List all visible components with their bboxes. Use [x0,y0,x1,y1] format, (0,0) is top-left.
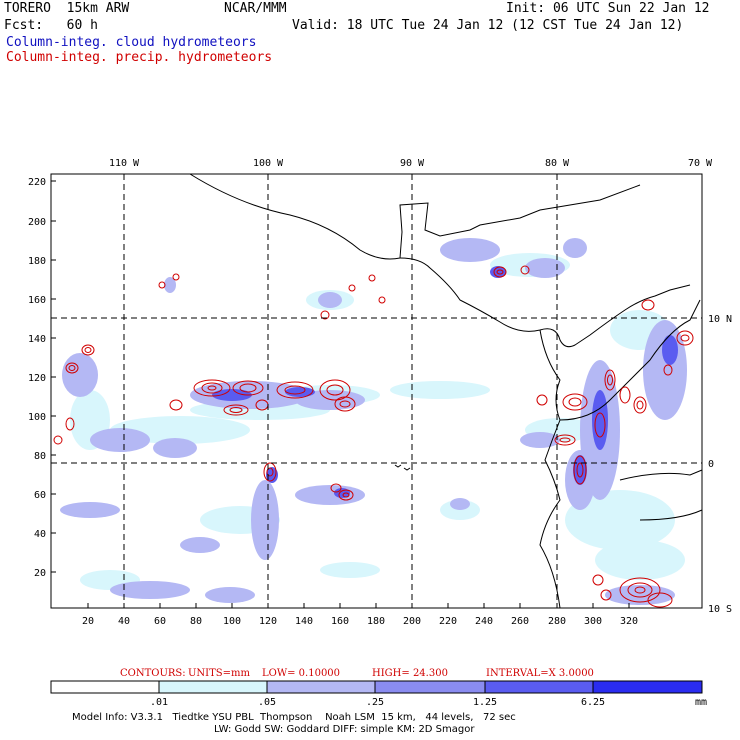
colorbar-label: .05 [258,697,276,708]
y-tick-label: 80 [34,451,46,462]
x-tick-label: 240 [475,616,493,627]
x-tick-label: 200 [403,616,421,627]
lon-label-80w: 80 W [545,158,570,169]
contours-label: CONTOURS: [120,668,186,679]
colorbar-label: .01 [150,697,168,708]
lat-label-10s: 10 S [708,604,732,615]
x-tick-label: 320 [620,616,638,627]
x-tick-label: 140 [295,616,313,627]
y-tick-label: 220 [28,177,46,188]
model-info-line2: LW: Godd SW: Goddard DIFF: simple KM: 2D… [214,724,475,735]
contours-interval: INTERVAL=X 3.0000 [486,668,594,679]
valid-time: Valid: 18 UTC Tue 24 Jan 12 (12 CST Tue … [292,18,684,33]
y-tick-label: 40 [34,529,46,540]
forecast-hour: Fcst: 60 h [4,18,98,33]
colorbar-segment [374,680,486,694]
x-tick-label: 280 [548,616,566,627]
colorbar-segment [50,680,160,694]
x-tick-label: 80 [190,616,202,627]
colorbar-label: 1.25 [473,697,497,708]
x-tick-label: 300 [584,616,602,627]
x-tick-label: 100 [223,616,241,627]
colorbar-segment [158,680,268,694]
y-tick-label: 100 [28,412,46,423]
colorbar-label: .25 [366,697,384,708]
colorbar-segment [484,680,594,694]
coastlines [189,173,703,609]
cloud-shading [60,238,687,605]
organization-label: NCAR/MMM [224,1,287,16]
lat-lon-grid [51,174,702,608]
y-tick-label: 160 [28,295,46,306]
lon-label-100w: 100 W [253,158,284,169]
model-title: TORERO 15km ARW [4,1,130,16]
x-tick-label: 60 [154,616,166,627]
y-tick-label: 20 [34,568,46,579]
x-tick-label: 220 [439,616,457,627]
lon-label-110w: 110 W [109,158,140,169]
contours-high: HIGH= 24.300 [372,668,448,679]
y-tick-label: 120 [28,373,46,384]
y-tick-label: 180 [28,256,46,267]
colorbar-segment [592,680,703,694]
x-tick-label: 20 [82,616,94,627]
colorbar-label: 6.25 [581,697,605,708]
contours-units: UNITS=mm [188,668,251,679]
lon-label-90w: 90 W [400,158,425,169]
y-tick-label: 60 [34,490,46,501]
axis-ticks [51,180,630,608]
lat-label-0: 0 [708,459,714,470]
init-time: Init: 06 UTC Sun 22 Jan 12 [506,1,710,16]
lat-label-10n: 10 N [708,314,732,325]
precip-legend: Column-integ. precip. hydrometeors [6,50,273,65]
colorbar-unit: mm [695,697,707,708]
y-tick-label: 140 [28,334,46,345]
contours-low: LOW= 0.10000 [262,668,340,679]
colorbar [50,680,703,694]
cloud-legend: Column-integ. cloud hydrometeors [6,35,257,50]
x-tick-label: 160 [331,616,349,627]
lon-label-70w: 70 W [688,158,713,169]
x-tick-label: 120 [259,616,277,627]
colorbar-segment [266,680,376,694]
x-tick-label: 40 [118,616,130,627]
model-info-line1: Model Info: V3.3.1 Tiedtke YSU PBL Thomp… [72,712,516,723]
precip-contours [53,265,694,608]
x-tick-label: 180 [367,616,385,627]
y-tick-label: 200 [28,217,46,228]
x-tick-label: 260 [511,616,529,627]
